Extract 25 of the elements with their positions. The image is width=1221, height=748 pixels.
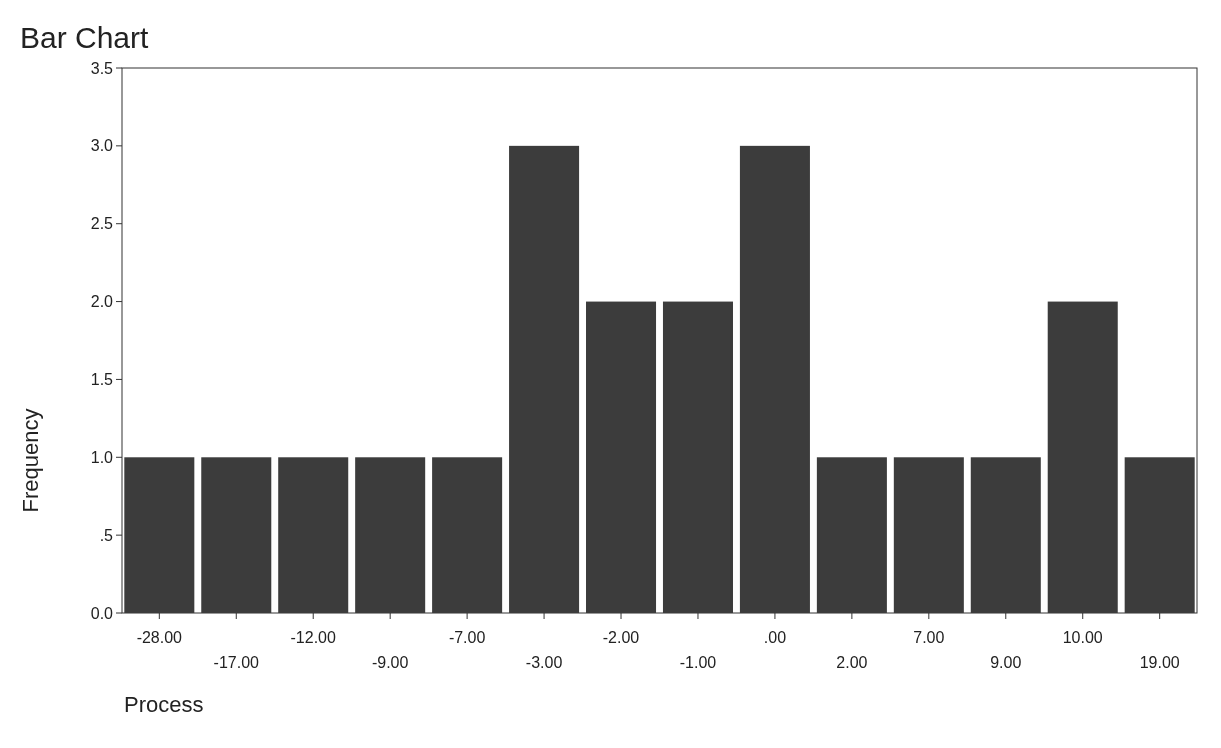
x-tick-label: -12.00 bbox=[290, 629, 336, 646]
y-axis-title: Frequency bbox=[18, 408, 43, 513]
x-tick-label: 9.00 bbox=[990, 654, 1022, 671]
x-tick-label: -2.00 bbox=[602, 629, 640, 646]
x-tick-label: 2.00 bbox=[836, 654, 868, 671]
y-tick-label: 1.0 bbox=[90, 448, 114, 466]
x-tick-label: -28.00 bbox=[136, 629, 183, 646]
x-tick-label: 19.00 bbox=[1139, 654, 1180, 671]
x-axis-title: Process bbox=[124, 692, 204, 717]
x-tick-label: -9.00 bbox=[371, 654, 409, 671]
y-tick-label: 2.0 bbox=[90, 293, 114, 311]
x-tick-label: -17.00 bbox=[213, 654, 260, 671]
y-tick-label: 0.0 bbox=[90, 604, 114, 622]
x-tick-label: -7.00 bbox=[448, 629, 486, 646]
y-tick-label: 2.5 bbox=[90, 215, 114, 233]
y-tick-label: 3.0 bbox=[90, 137, 114, 155]
x-tick-label: -1.00 bbox=[679, 654, 717, 671]
y-tick-label: 1.5 bbox=[90, 371, 114, 389]
x-tick-label: 10.00 bbox=[1062, 629, 1103, 646]
chart-title: Bar Chart bbox=[20, 21, 150, 54]
x-tick-label: 7.00 bbox=[913, 629, 945, 646]
y-tick-label: .5 bbox=[99, 526, 114, 544]
y-tick-label: 3.5 bbox=[90, 59, 114, 77]
x-tick-label: .00 bbox=[763, 629, 787, 646]
x-tick-label: -3.00 bbox=[525, 654, 563, 671]
